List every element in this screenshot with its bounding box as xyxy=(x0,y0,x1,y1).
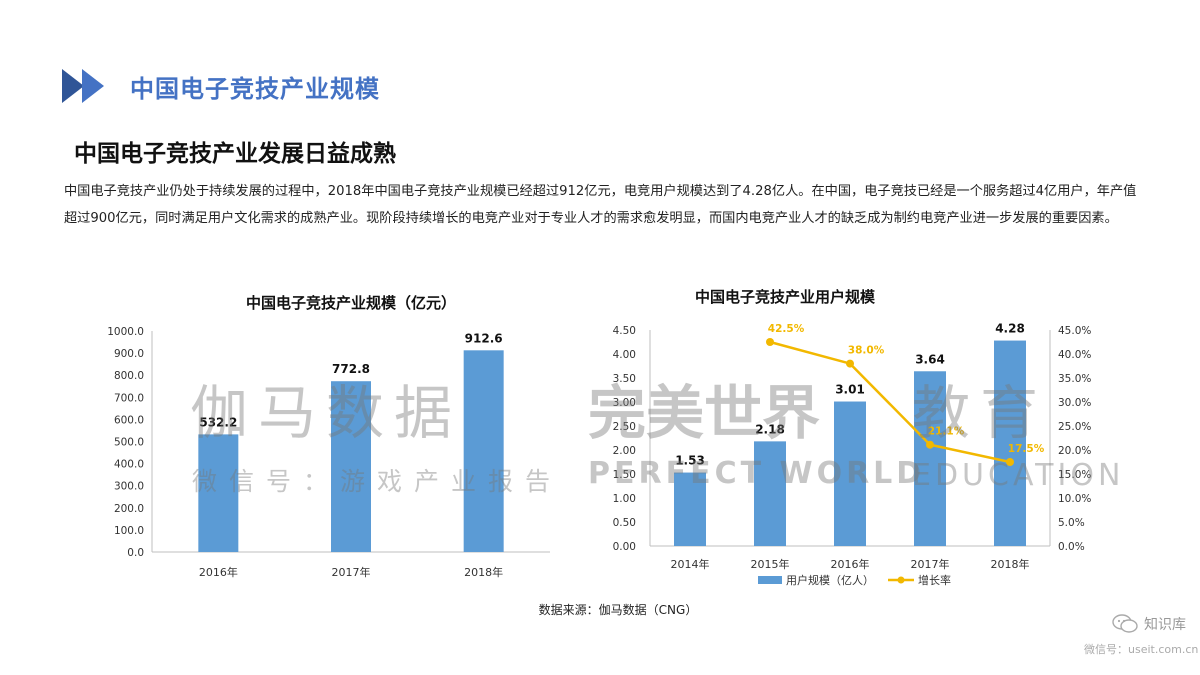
legend-bar-swatch xyxy=(758,576,782,584)
x-tick-label: 2016年 xyxy=(831,557,870,571)
data-label: 2.18 xyxy=(755,422,785,436)
y-left-tick-label: 1.00 xyxy=(613,493,636,505)
y-right-tick-label: 30.0% xyxy=(1058,397,1091,409)
data-label: 532.2 xyxy=(199,415,237,429)
y-tick-label: 0.0 xyxy=(127,547,144,559)
legend-line-label: 增长率 xyxy=(918,573,951,587)
y-tick-label: 500.0 xyxy=(114,437,144,449)
y-left-tick-label: 0.50 xyxy=(613,517,636,529)
section-header: 中国电子竞技产业规模 xyxy=(62,68,380,104)
growth-rate-label: 42.5% xyxy=(768,323,805,335)
x-tick-label: 2014年 xyxy=(671,557,710,571)
y-right-tick-label: 40.0% xyxy=(1058,349,1091,361)
wechat-icon xyxy=(1112,614,1138,633)
y-left-tick-label: 0.00 xyxy=(613,541,636,553)
x-tick-label: 2015年 xyxy=(751,557,790,571)
data-label: 772.8 xyxy=(332,362,370,376)
growth-rate-line xyxy=(769,340,1011,464)
y-right-tick-label: 25.0% xyxy=(1058,421,1091,433)
bar xyxy=(674,472,706,546)
y-tick-label: 1000.0 xyxy=(107,326,144,338)
industry-scale-chart: 中国电子竞技产业规模（亿元） 0.0 100.0 200.0 300.0 400.0 500… xyxy=(107,294,550,579)
x-tick-label: 2017年 xyxy=(332,565,371,579)
y-left-tick-label: 4.50 xyxy=(613,325,636,337)
y-left-tick-label: 3.50 xyxy=(613,373,636,385)
growth-rate-label: 38.0% xyxy=(848,345,885,357)
y-left-tick-label: 4.00 xyxy=(613,349,636,361)
data-label: 3.01 xyxy=(835,383,865,397)
x-tick-label: 2017年 xyxy=(911,557,950,571)
section-subtitle: 中国电子竞技产业发展日益成熟 xyxy=(74,141,396,167)
legend-bar-label: 用户规模（亿人） xyxy=(786,573,874,587)
growth-rate-point xyxy=(846,359,854,368)
bar xyxy=(754,441,786,546)
y-right-tick-label: 15.0% xyxy=(1058,469,1091,481)
y-left-tick-label: 3.00 xyxy=(613,397,636,409)
growth-rate-label: 21.1% xyxy=(928,426,965,438)
growth-rate-point xyxy=(1006,458,1014,466)
y-tick-label: 400.0 xyxy=(114,459,144,471)
legend-line-marker xyxy=(897,576,905,584)
x-tick-label: 2018年 xyxy=(991,557,1030,571)
intro-paragraph: 中国电子竞技产业仍处于持续发展的过程中，2018年中国电子竞技产业规模已经超过9… xyxy=(64,184,1137,226)
y-left-tick-label: 1.50 xyxy=(613,469,636,481)
growth-rate-point xyxy=(766,338,774,346)
y-left-tick-label: 2.50 xyxy=(613,421,636,433)
data-label: 912.6 xyxy=(465,331,503,345)
y-right-tick-label: 5.0% xyxy=(1058,517,1085,529)
x-tick-label: 2018年 xyxy=(464,565,503,579)
y-left-tick-label: 2.00 xyxy=(613,445,636,457)
y-right-tick-label: 35.0% xyxy=(1058,373,1091,385)
growth-rate-label: 17.5% xyxy=(1008,443,1045,455)
y-right-tick-label: 0.0% xyxy=(1058,541,1085,553)
y-tick-label: 100.0 xyxy=(114,525,144,537)
x-tick-label: 2016年 xyxy=(199,565,238,579)
y-tick-label: 700.0 xyxy=(114,392,144,404)
chart-title: 中国电子竞技产业用户规模 xyxy=(695,288,876,306)
bar xyxy=(834,401,866,546)
growth-rate-point xyxy=(926,440,934,449)
chart-title: 中国电子竞技产业规模（亿元） xyxy=(246,294,456,312)
y-tick-label: 600.0 xyxy=(114,414,144,426)
badge-url: 微信号：useit.com.cn xyxy=(1084,643,1199,656)
data-label: 3.64 xyxy=(915,352,945,366)
badge-name: 知识库 xyxy=(1144,617,1186,633)
y-right-tick-label: 45.0% xyxy=(1058,325,1091,337)
bar xyxy=(463,350,504,552)
page-title: 中国电子竞技产业规模 xyxy=(130,74,380,103)
bar xyxy=(331,381,371,552)
y-tick-label: 800.0 xyxy=(114,370,144,382)
y-right-tick-label: 10.0% xyxy=(1058,493,1091,505)
data-source: 数据来源：伽马数据（CNG） xyxy=(538,603,698,617)
data-label: 1.53 xyxy=(675,454,705,468)
bar xyxy=(198,434,239,552)
bar xyxy=(914,371,946,546)
y-tick-label: 900.0 xyxy=(114,348,144,360)
y-tick-label: 200.0 xyxy=(114,503,144,515)
wechat-badge: 知识库 xyxy=(1112,614,1186,634)
y-right-tick-label: 20.0% xyxy=(1058,445,1091,457)
double-arrow-icon xyxy=(62,69,104,103)
y-tick-label: 300.0 xyxy=(114,481,144,493)
data-label: 4.28 xyxy=(995,322,1025,336)
user-scale-chart: 中国电子竞技产业用户规模 0.00 0.50 1.00 1.50 2.00 2.50 3.00… xyxy=(613,288,1092,587)
bar xyxy=(994,340,1026,546)
